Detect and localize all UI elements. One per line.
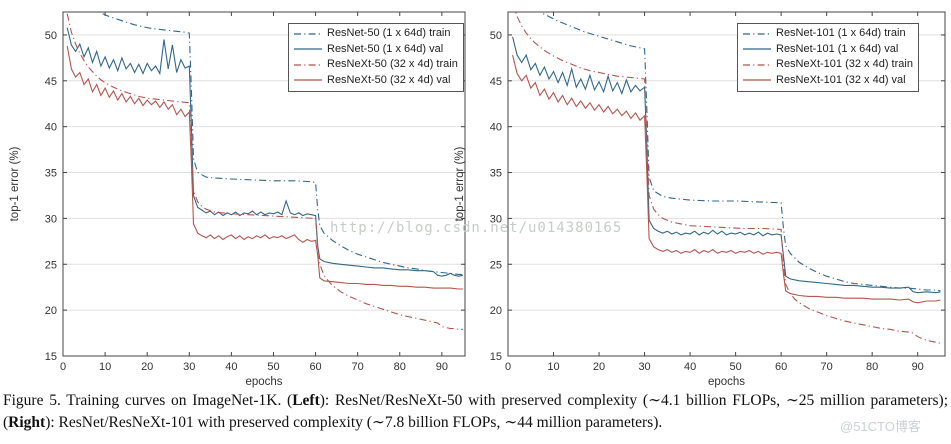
x-tick-label: 50 (267, 361, 279, 373)
legend-label: ResNet-101 (1 x 64d) val (776, 42, 899, 55)
legend-label: ResNeXt-50 (32 x 4d) train (327, 58, 458, 70)
x-tick-label: 60 (775, 361, 787, 373)
x-tick-label: 80 (866, 361, 878, 373)
x-tick-label: 60 (309, 361, 321, 373)
series-resnext-50-32-x-4d-val (66, 45, 463, 290)
y-tick-label: 30 (45, 213, 57, 225)
series-resnext-101-32-x-4d-val (512, 54, 941, 304)
series-resnext-101-32-x-4d-train (515, 12, 941, 344)
dashdot-line-icon (743, 64, 771, 66)
x-tick-label: 90 (912, 361, 924, 373)
y-tick-label: 45 (490, 76, 502, 88)
y-tick-label: 20 (45, 305, 57, 317)
legend-label: ResNeXt-101 (32 x 4d) val (776, 73, 906, 86)
y-tick-label: 40 (490, 122, 502, 134)
solid-line-icon (743, 79, 771, 81)
caption-bold-text: Right (8, 414, 46, 431)
legend-entry: ResNet-50 (1 x 64d) train (293, 26, 458, 42)
x-tick-label: 20 (593, 361, 605, 373)
legend-entry: ResNeXt-101 (32 x 4d) train (742, 57, 913, 73)
y-tick-label: 50 (45, 30, 57, 42)
figure-caption: Figure 5. Training curves on ImageNet-1K… (3, 390, 948, 434)
x-tick-label: 90 (436, 361, 448, 373)
right-chart-legend: ResNet-101 (1 x 64d) train ResNet-101 (1 … (737, 23, 919, 92)
y-tick-label: 25 (45, 259, 57, 271)
x-tick-label: 80 (394, 361, 406, 373)
caption-text: ): ResNet/ResNeXt-101 with preserved com… (45, 414, 663, 431)
x-tick-label: 40 (225, 361, 237, 373)
legend-label: ResNet-50 (1 x 64d) train (327, 27, 451, 39)
legend-entry: ResNet-101 (1 x 64d) val (742, 42, 913, 58)
y-axis-label: top-1 error (%) (9, 146, 21, 221)
dashdot-line-icon (294, 33, 322, 35)
series-resnet-101-1-x-64d-train (538, 12, 941, 292)
x-tick-label: 30 (183, 361, 195, 373)
legend-entry: ResNet-101 (1 x 64d) train (742, 26, 913, 42)
legend-entry: ResNet-50 (1 x 64d) val (293, 42, 458, 58)
right-chart: 0 10 20 30 40 50 60 70 80 90 15 20 25 30 35 40 45 50 top-1… (454, 11, 946, 388)
caption-text: ): ResNet/ResNeXt-50 with preserved comp… (3, 392, 948, 431)
plot-box (62, 11, 466, 357)
solid-line-icon (743, 48, 771, 50)
x-tick-label: 0 (60, 361, 66, 373)
y-tick-label: 50 (490, 30, 502, 42)
legend-entry: ResNeXt-50 (32 x 4d) val (293, 73, 458, 89)
dashdot-line-icon (294, 64, 322, 66)
left-chart: 0 10 20 30 40 50 60 70 80 90 15 20 25 30 35 40 45 50 top-1… (9, 11, 466, 388)
legend-label: ResNeXt-50 (32 x 4d) val (327, 73, 451, 86)
legend-label: ResNet-50 (1 x 64d) val (327, 42, 444, 55)
y-tick-label: 30 (490, 213, 502, 225)
x-tick-label: 10 (547, 361, 559, 373)
y-tick-label: 15 (45, 351, 57, 363)
x-tick-label: 70 (821, 361, 833, 373)
y-tick-label: 25 (490, 259, 502, 271)
dashdot-line-icon (743, 33, 771, 35)
y-axis-label: top-1 error (%) (454, 146, 466, 221)
x-tick-label: 0 (505, 361, 511, 373)
legend-entry: ResNeXt-101 (32 x 4d) val (742, 73, 913, 89)
y-tick-label: 45 (45, 76, 57, 88)
caption-text: Figure 5. Training curves on ImageNet-1K… (3, 392, 293, 409)
x-tick-label: 70 (352, 361, 364, 373)
y-tick-label: 20 (490, 305, 502, 317)
x-axis-label: epochs (245, 376, 282, 388)
y-tick-label: 15 (490, 351, 502, 363)
solid-line-icon (294, 79, 322, 81)
solid-line-icon (294, 48, 322, 50)
legend-entry: ResNeXt-50 (32 x 4d) train (293, 57, 458, 73)
series-resnet-101-1-x-64d-val (512, 36, 941, 294)
x-tick-label: 30 (638, 361, 650, 373)
y-tick-label: 35 (45, 168, 57, 180)
x-tick-label: 10 (99, 361, 111, 373)
caption-bold-text: Left (292, 392, 320, 409)
legend-label: ResNet-101 (1 x 64d) train (776, 27, 906, 39)
legend-label: ResNeXt-101 (32 x 4d) train (776, 58, 913, 70)
x-axis-label: epochs (708, 376, 745, 388)
plot-box (507, 11, 946, 357)
series-resnext-50-32-x-4d-train (66, 13, 463, 330)
y-tick-label: 35 (490, 168, 502, 180)
x-tick-label: 20 (141, 361, 153, 373)
x-tick-label: 40 (684, 361, 696, 373)
left-chart-legend: ResNet-50 (1 x 64d) train ResNet-50 (1 x … (288, 23, 464, 92)
series-resnet-50-1-x-64d-train (97, 12, 463, 275)
y-tick-label: 40 (45, 122, 57, 134)
x-tick-label: 50 (729, 361, 741, 373)
